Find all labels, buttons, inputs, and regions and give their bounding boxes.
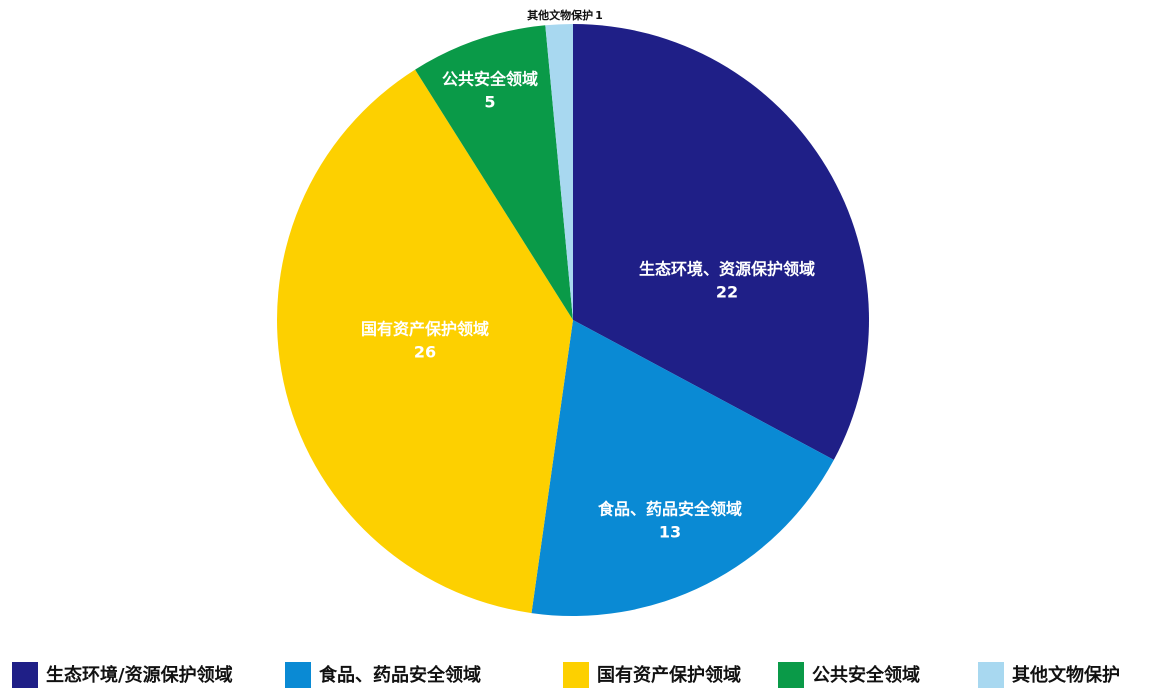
slice-label: 食品、药品安全领域 [597, 500, 742, 519]
legend-label: 国有资产保护领域 [597, 664, 741, 686]
slice-label: 生态环境、资源保护领域 [639, 260, 815, 279]
legend-swatch [12, 662, 38, 688]
slice-label: 其他文物保护 1 [527, 8, 603, 22]
legend-swatch [778, 662, 804, 688]
slice-value: 13 [659, 523, 681, 542]
legend-swatch [285, 662, 311, 688]
legend-swatch [978, 662, 1004, 688]
slice-label-name: 其他文物保护 [527, 8, 593, 22]
legend-swatch [563, 662, 589, 688]
slice-value: 22 [716, 283, 738, 302]
slice-value: 26 [414, 343, 436, 362]
slice-value: 1 [595, 9, 603, 22]
legend-label: 其他文物保护 [1012, 664, 1120, 686]
pie-slice [277, 69, 573, 614]
legend-label: 生态环境/资源保护领域 [46, 664, 233, 686]
slice-label: 公共安全领域 [442, 70, 538, 89]
pie-slice [573, 24, 869, 460]
pie-slice [545, 24, 573, 320]
legend-label: 食品、药品安全领域 [318, 664, 481, 686]
pie-slice [531, 320, 834, 617]
slice-label: 国有资产保护领域 [361, 320, 489, 339]
legend-label: 公共安全领域 [812, 664, 920, 686]
pie-slice [415, 25, 573, 320]
slice-value: 5 [484, 93, 495, 112]
